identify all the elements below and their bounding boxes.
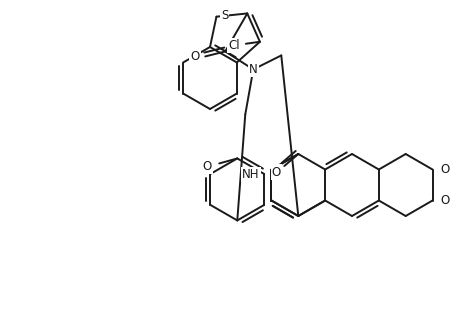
Text: O: O [440,194,449,207]
Text: N: N [249,63,258,76]
Text: Cl: Cl [228,39,240,52]
Text: O: O [440,163,449,176]
Text: S: S [221,9,228,22]
Text: O: O [191,50,200,63]
Text: O: O [272,166,281,179]
Text: O: O [202,160,212,173]
Text: NH: NH [242,168,260,181]
